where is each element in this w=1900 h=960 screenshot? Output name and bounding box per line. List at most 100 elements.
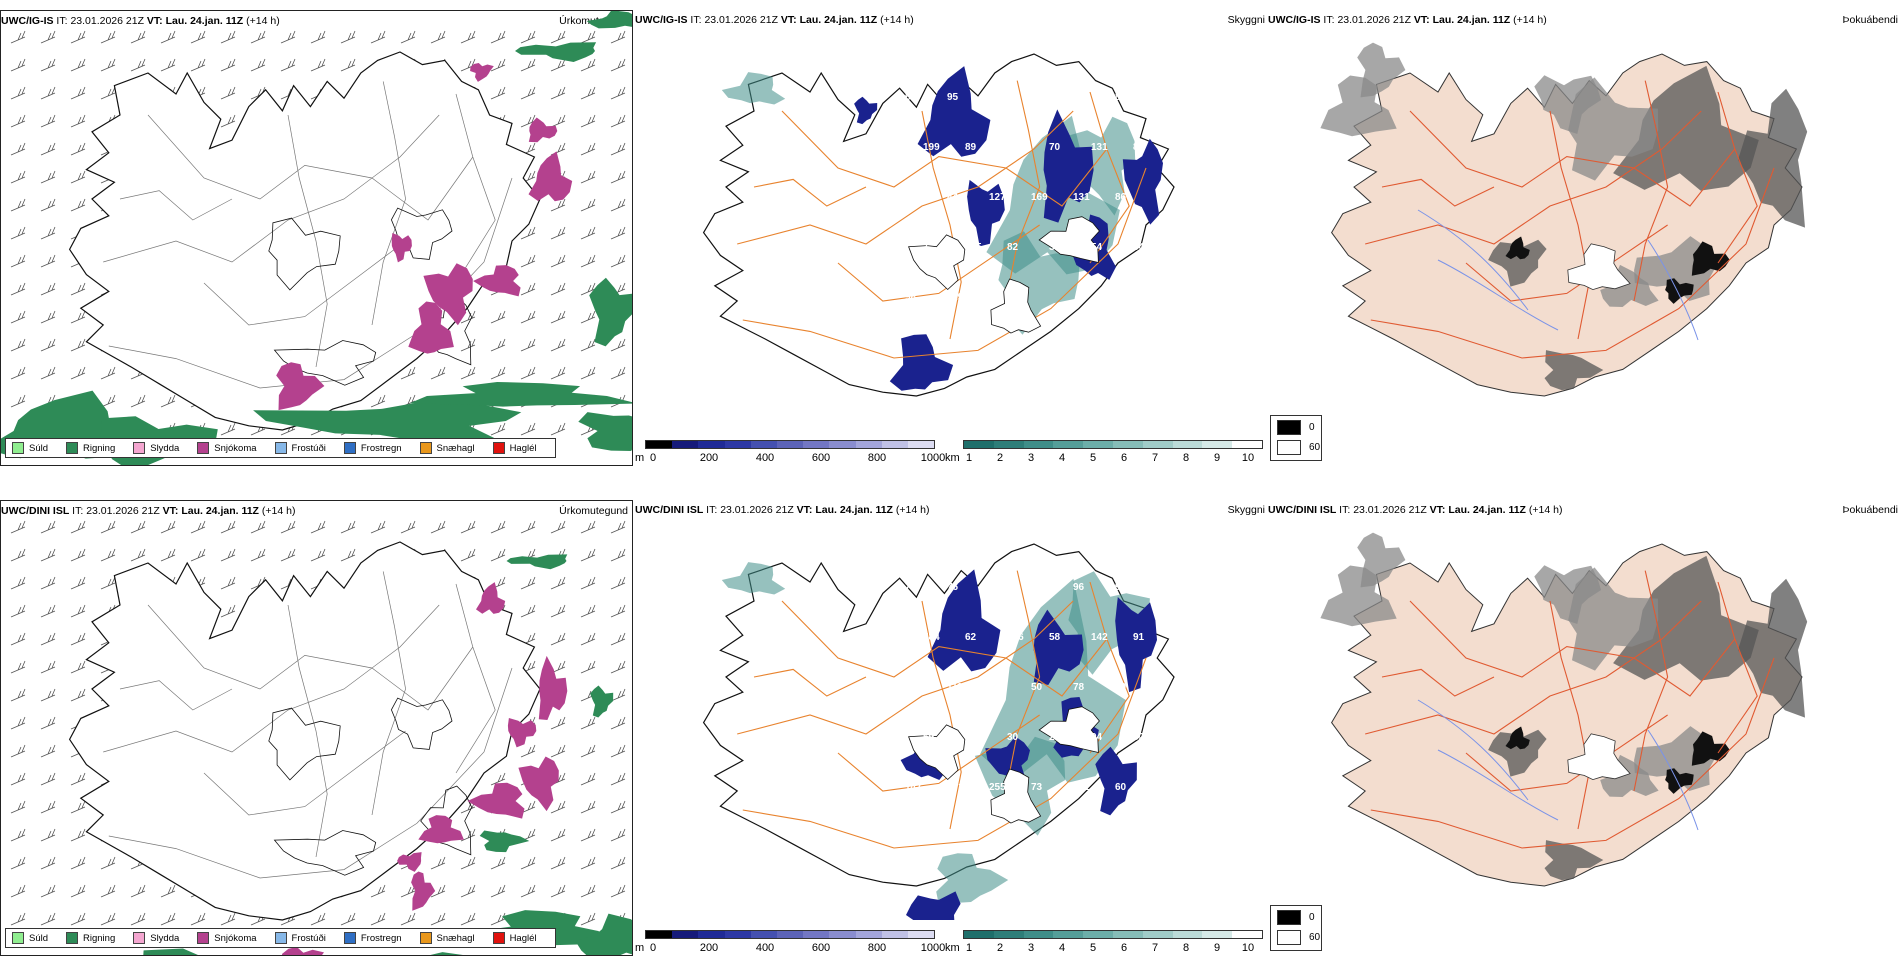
rain-area xyxy=(590,685,614,718)
wind-barb xyxy=(70,632,86,646)
visibility-km-colorbar: km 1 2 3 4 5 6 7 8 9 10 xyxy=(945,930,1265,956)
wind-barb xyxy=(550,422,566,436)
visibility-value-label: 30 xyxy=(1007,732,1019,743)
wind-barb xyxy=(40,800,56,814)
legend-swatch xyxy=(419,932,432,944)
wind-barb xyxy=(40,170,56,184)
wind-barb xyxy=(610,660,626,674)
rain-area xyxy=(479,830,530,853)
wind-barb xyxy=(610,856,626,870)
glacier-outline xyxy=(268,217,341,291)
wind-barb xyxy=(550,198,566,212)
fog-index-area xyxy=(1738,578,1808,718)
snow-area xyxy=(538,655,568,720)
wind-barb xyxy=(280,520,296,534)
wind-barb xyxy=(610,254,626,268)
colorbar-ramp xyxy=(963,440,1263,449)
wind-barb xyxy=(160,884,176,898)
fog-legend: 0 60 xyxy=(1270,905,1322,951)
wind-barb xyxy=(40,520,56,534)
fog-index-area xyxy=(1357,42,1406,98)
visibility-value-label: 54 xyxy=(1091,242,1103,253)
rain-area xyxy=(430,952,463,955)
wind-barb xyxy=(520,282,536,296)
wind-barb xyxy=(610,520,626,534)
rain-area xyxy=(253,399,522,444)
visibility-value-label: 96 xyxy=(1073,582,1085,593)
wind-barb xyxy=(460,548,476,562)
wind-barb xyxy=(10,548,26,562)
wind-barb xyxy=(370,394,386,408)
wind-barb xyxy=(220,576,236,590)
visibility-value-label: 379 xyxy=(905,682,922,693)
colorbar-tick: 800 xyxy=(867,942,887,954)
wind-barb xyxy=(10,338,26,352)
wind-barb xyxy=(430,856,446,870)
fog-index-area xyxy=(1634,236,1715,301)
panel-header: UWC/DINI ISL IT: 23.01.2026 21Z VT: Lau.… xyxy=(635,504,929,516)
visibility-value-label: 89 xyxy=(1133,142,1145,153)
visibility-value-label: 584 xyxy=(923,632,940,643)
fog-index-panel: UWC/IG-IS IT: 23.01.2026 21Z VT: Lau. 24… xyxy=(1268,10,1900,470)
fog-index-area xyxy=(1613,555,1759,681)
wind-barb xyxy=(40,856,56,870)
legend-swatch xyxy=(12,442,24,454)
wind-barb xyxy=(10,58,26,72)
snow-area xyxy=(391,233,412,263)
colorbar-step xyxy=(724,441,751,448)
glacier-outline xyxy=(420,785,473,856)
wind-barb xyxy=(10,828,26,842)
wind-barb xyxy=(40,366,56,380)
wind-barb xyxy=(10,688,26,702)
panel-header: UWC/DINI ISL IT: 23.01.2026 21Z VT: Lau.… xyxy=(1268,504,1562,516)
wind-barb xyxy=(550,254,566,268)
wind-barb xyxy=(280,58,296,72)
wind-barb xyxy=(580,86,596,100)
colorbar-unit: m xyxy=(635,942,645,954)
wind-barb xyxy=(430,912,446,926)
it-label: IT: xyxy=(1339,504,1351,516)
wind-barb xyxy=(550,282,566,296)
wind-barb xyxy=(460,338,476,352)
wind-barb xyxy=(10,30,26,44)
colorbar-step xyxy=(1112,931,1143,938)
wind-barb xyxy=(190,30,206,44)
wind-barb xyxy=(550,114,566,128)
wind-barb xyxy=(520,422,536,436)
wind-barb xyxy=(10,86,26,100)
rain-area xyxy=(578,412,632,451)
wind-barb xyxy=(580,366,596,380)
wind-barb xyxy=(40,198,56,212)
wind-barb xyxy=(100,912,116,926)
visibility-value-label: 199 xyxy=(923,142,940,153)
wind-barb xyxy=(70,604,86,618)
wind-barb xyxy=(580,310,596,324)
colorbar-step xyxy=(1083,931,1113,938)
colorbar-step xyxy=(1232,441,1262,448)
precip-type-panel: UWC/DINI ISL IT: 23.01.2026 21Z VT: Lau.… xyxy=(0,500,633,956)
it-label: IT: xyxy=(706,504,718,516)
wind-barb xyxy=(40,688,56,702)
wind-barb xyxy=(490,310,506,324)
wind-barb xyxy=(610,548,626,562)
wind-barb xyxy=(40,632,56,646)
panel-header: UWC/IG-IS IT: 23.01.2026 21Z VT: Lau. 24… xyxy=(1268,14,1547,26)
colorbar-tick: 0 xyxy=(649,942,657,954)
wind-barb xyxy=(40,310,56,324)
colorbar-step xyxy=(776,441,804,448)
fog-map xyxy=(1320,42,1808,397)
wind-barb xyxy=(10,744,26,758)
colorbar-step xyxy=(829,441,856,448)
wind-barb xyxy=(220,520,236,534)
colorbar-step xyxy=(1232,931,1262,938)
vt-value: Lau. 24.jan. 11Z xyxy=(181,505,259,517)
wind-barb xyxy=(610,716,626,730)
wind-barb xyxy=(610,86,626,100)
low-visibility-m-area xyxy=(1115,597,1157,693)
fog-index-area xyxy=(1544,350,1604,391)
colorbar-tick: 200 xyxy=(699,452,719,464)
colorbar-step xyxy=(881,931,908,938)
fog-index-max-area xyxy=(1505,236,1530,260)
colorbar-unit: km xyxy=(945,452,960,464)
visibility-value-label: 131 xyxy=(1073,192,1090,203)
